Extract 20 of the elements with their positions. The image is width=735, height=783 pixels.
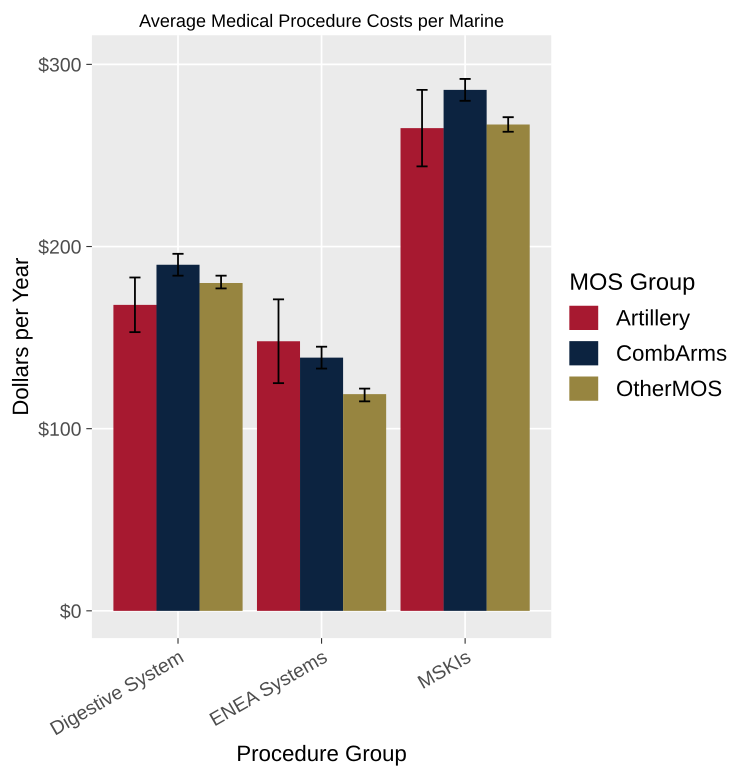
y-tick-label: $0	[60, 603, 81, 620]
y-axis-title: Dollars per Year	[12, 258, 33, 414]
bar	[486, 124, 530, 611]
legend-label: OtherMOS	[617, 380, 722, 396]
legend-label: Artillery	[616, 309, 690, 330]
y-tick-label: $100	[38, 421, 81, 438]
bar	[444, 90, 487, 611]
chart-title: Average Medical Procedure Costs per Marine	[139, 14, 504, 31]
bar	[156, 264, 200, 611]
bar	[300, 358, 344, 611]
bar	[256, 341, 300, 611]
y-tick-label: $200	[38, 239, 81, 255]
legend-title: MOS Group	[571, 273, 694, 295]
legend-label: CombArms	[617, 344, 726, 361]
bar	[400, 128, 444, 611]
y-tick-label: $300	[38, 57, 81, 73]
bar	[200, 282, 243, 611]
bar	[113, 304, 156, 611]
bar	[343, 394, 386, 611]
x-axis-title: Procedure Group	[238, 744, 406, 766]
